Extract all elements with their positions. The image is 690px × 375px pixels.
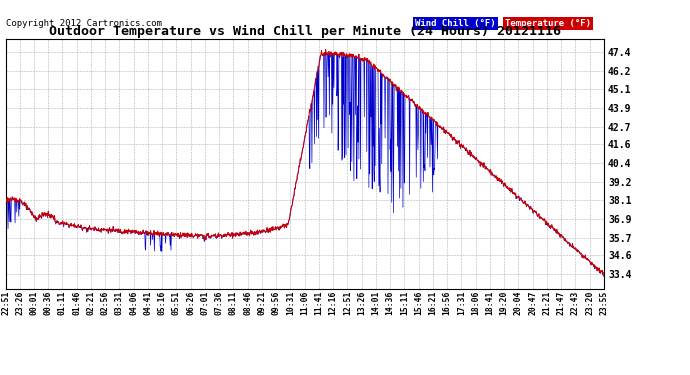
Title: Outdoor Temperature vs Wind Chill per Minute (24 Hours) 20121116: Outdoor Temperature vs Wind Chill per Mi… [48, 25, 561, 38]
Text: Wind Chill (°F): Wind Chill (°F) [415, 19, 496, 28]
Text: Copyright 2012 Cartronics.com: Copyright 2012 Cartronics.com [6, 19, 161, 28]
Text: Temperature (°F): Temperature (°F) [505, 19, 591, 28]
